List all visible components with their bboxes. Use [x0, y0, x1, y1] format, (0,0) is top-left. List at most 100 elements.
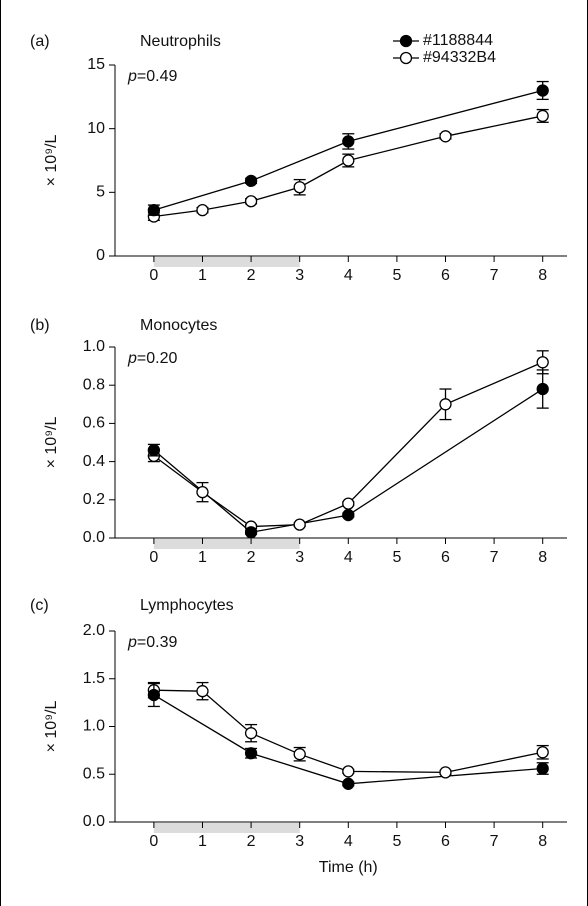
x-tick-label: 3 [295, 549, 304, 566]
x-axis-label: Time (h) [319, 859, 378, 876]
data-point [439, 766, 452, 779]
data-point [293, 518, 306, 531]
y-tick-label: 1.0 [83, 338, 105, 355]
y-axis-label: × 10⁹/L [43, 417, 60, 469]
y-tick-label: 10 [87, 120, 105, 137]
data-point [536, 762, 549, 775]
x-tick-label: 2 [247, 267, 256, 284]
y-tick-label: 0.8 [83, 376, 105, 393]
x-tick-label: 6 [441, 267, 450, 284]
x-tick-label: 8 [538, 833, 547, 850]
y-tick-label: 15 [87, 56, 105, 73]
annotation: p=0.39 [127, 634, 177, 651]
y-tick-label: 0.0 [83, 813, 105, 830]
chart-title: Monocytes [140, 317, 217, 334]
data-point [342, 508, 355, 522]
y-tick-label: 5 [96, 184, 105, 201]
legend-marker [399, 51, 413, 65]
x-tick-label: 0 [149, 267, 158, 284]
annotation-part: =0.49 [137, 68, 178, 85]
data-point [244, 727, 258, 740]
x-tick-label: 0 [149, 549, 158, 566]
data-point [196, 685, 209, 698]
data-point [342, 135, 355, 148]
annotation: p=0.20 [127, 350, 177, 367]
y-tick-label: 1.0 [83, 718, 105, 735]
legend-label: #1188844 [423, 32, 493, 49]
x-tick-label: 5 [392, 833, 401, 850]
shaded-period [153, 823, 300, 833]
panel-label: (a) [30, 33, 50, 50]
x-tick-label: 4 [344, 267, 353, 284]
data-point [293, 748, 306, 761]
x-tick-label: 1 [198, 267, 207, 284]
y-tick-label: 0.0 [83, 529, 105, 546]
data-point [244, 195, 258, 208]
y-tick-label: 0.5 [83, 765, 105, 782]
shaded-period [153, 539, 300, 549]
panel-label: (b) [30, 317, 50, 334]
x-tick-label: 8 [538, 549, 547, 566]
data-point [293, 181, 306, 194]
data-point [147, 688, 161, 702]
x-tick-label: 1 [198, 549, 207, 566]
data-point [439, 398, 452, 411]
data-point [536, 356, 549, 369]
x-tick-label: 0 [149, 833, 158, 850]
data-point [536, 84, 549, 97]
y-tick-label: 0.6 [83, 415, 105, 432]
x-tick-label: 2 [247, 549, 256, 566]
data-point [244, 526, 258, 539]
x-tick-label: 7 [490, 833, 499, 850]
data-point [196, 204, 209, 217]
data-point [342, 497, 355, 510]
x-tick-label: 7 [490, 267, 499, 284]
data-point [244, 747, 258, 760]
legend-label: #94332B4 [423, 49, 496, 66]
y-tick-label: 0.2 [83, 491, 105, 508]
data-point [536, 382, 549, 396]
series-line [153, 689, 543, 773]
data-point [244, 174, 258, 188]
chart-title: Neutrophils [140, 33, 221, 50]
y-axis-label: × 10⁹/L [43, 701, 60, 753]
y-axis-label: × 10⁹/L [43, 135, 60, 187]
x-tick-label: 6 [441, 833, 450, 850]
chart-title: Lymphocytes [140, 597, 234, 614]
y-tick-label: 2.0 [83, 622, 105, 639]
annotation-part: =0.20 [137, 350, 178, 367]
x-tick-label: 6 [441, 549, 450, 566]
data-point [342, 154, 355, 167]
y-tick-label: 0 [96, 247, 105, 264]
x-tick-label: 5 [392, 549, 401, 566]
x-tick-label: 1 [198, 833, 207, 850]
y-tick-label: 0.4 [83, 453, 105, 470]
panel-label: (c) [30, 597, 49, 614]
data-point [439, 130, 452, 143]
x-tick-label: 3 [295, 833, 304, 850]
shaded-period [153, 257, 300, 267]
x-tick-label: 4 [344, 549, 353, 566]
x-tick-label: 2 [247, 833, 256, 850]
annotation: p=0.49 [127, 68, 177, 85]
data-point [536, 109, 549, 123]
annotation-part: =0.39 [137, 634, 178, 651]
series-line [153, 89, 543, 211]
x-tick-label: 4 [344, 833, 353, 850]
annotation-part: p [127, 68, 137, 85]
annotation-part: p [127, 634, 137, 651]
x-tick-label: 7 [490, 549, 499, 566]
data-point [342, 777, 355, 790]
legend-marker [399, 34, 413, 48]
data-point [196, 486, 209, 499]
data-point [147, 204, 161, 217]
annotation-part: p [127, 350, 137, 367]
x-tick-label: 8 [538, 267, 547, 284]
data-point [147, 443, 161, 457]
y-tick-label: 1.5 [83, 670, 105, 687]
data-point [536, 746, 549, 759]
data-point [342, 765, 355, 778]
x-tick-label: 5 [392, 267, 401, 284]
x-tick-label: 3 [295, 267, 304, 284]
